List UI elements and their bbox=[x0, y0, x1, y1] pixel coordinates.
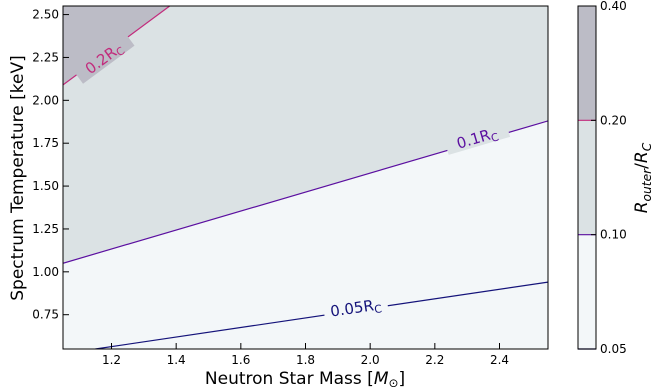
contour-label-bg bbox=[72, 31, 135, 84]
x-tick-label: 2.2 bbox=[425, 353, 444, 367]
colorbar-segment bbox=[578, 6, 596, 121]
colorbar-segment bbox=[578, 234, 596, 349]
x-tick-label: 1.6 bbox=[231, 353, 250, 367]
contour-label-bg bbox=[443, 119, 511, 155]
colorbar-tick-label: 0.05 bbox=[600, 342, 627, 356]
colorbar-tick-label: 0.40 bbox=[600, 0, 627, 13]
x-tick-label: 1.8 bbox=[296, 353, 315, 367]
y-tick-label: 2.50 bbox=[32, 8, 59, 22]
y-tick-label: 1.50 bbox=[32, 179, 59, 193]
x-tick-label: 1.2 bbox=[102, 353, 121, 367]
colorbar-segment bbox=[578, 120, 596, 235]
y-axis-label: Spectrum Temperature [keV] bbox=[8, 55, 28, 300]
x-axis-label: Neutron Star Mass [M⊙] bbox=[205, 369, 405, 387]
contour-line-0 bbox=[95, 281, 548, 349]
y-tick-label: 0.75 bbox=[32, 308, 59, 322]
y-axis-ticks: 0.75 1.00 1.25 1.50 1.75 2.00 2.25 2.50 bbox=[32, 8, 69, 322]
x-tick-label: 2.4 bbox=[490, 353, 509, 367]
colorbar-tick-label: 0.10 bbox=[600, 228, 627, 242]
colorbar: 0.05 0.10 0.20 0.40 bbox=[577, 0, 627, 356]
y-tick-label: 1.00 bbox=[32, 265, 59, 279]
x-axis-ticks: 1.2 1.4 1.6 1.8 2.0 2.2 2.4 bbox=[102, 343, 509, 367]
contour-fills bbox=[63, 6, 548, 349]
colorbar-label: Router/RC bbox=[632, 142, 652, 213]
y-tick-label: 1.75 bbox=[32, 136, 59, 150]
fill-region-mid bbox=[63, 6, 548, 264]
contour-label-bg bbox=[322, 293, 389, 321]
colorbar-tick-label: 0.20 bbox=[600, 113, 627, 127]
colorbar-frame bbox=[577, 5, 597, 350]
y-tick-label: 2.00 bbox=[32, 93, 59, 107]
y-tick-label: 2.25 bbox=[32, 50, 59, 64]
x-tick-label: 1.4 bbox=[167, 353, 186, 367]
y-tick-label: 1.25 bbox=[32, 222, 59, 236]
x-tick-label: 2.0 bbox=[361, 353, 380, 367]
